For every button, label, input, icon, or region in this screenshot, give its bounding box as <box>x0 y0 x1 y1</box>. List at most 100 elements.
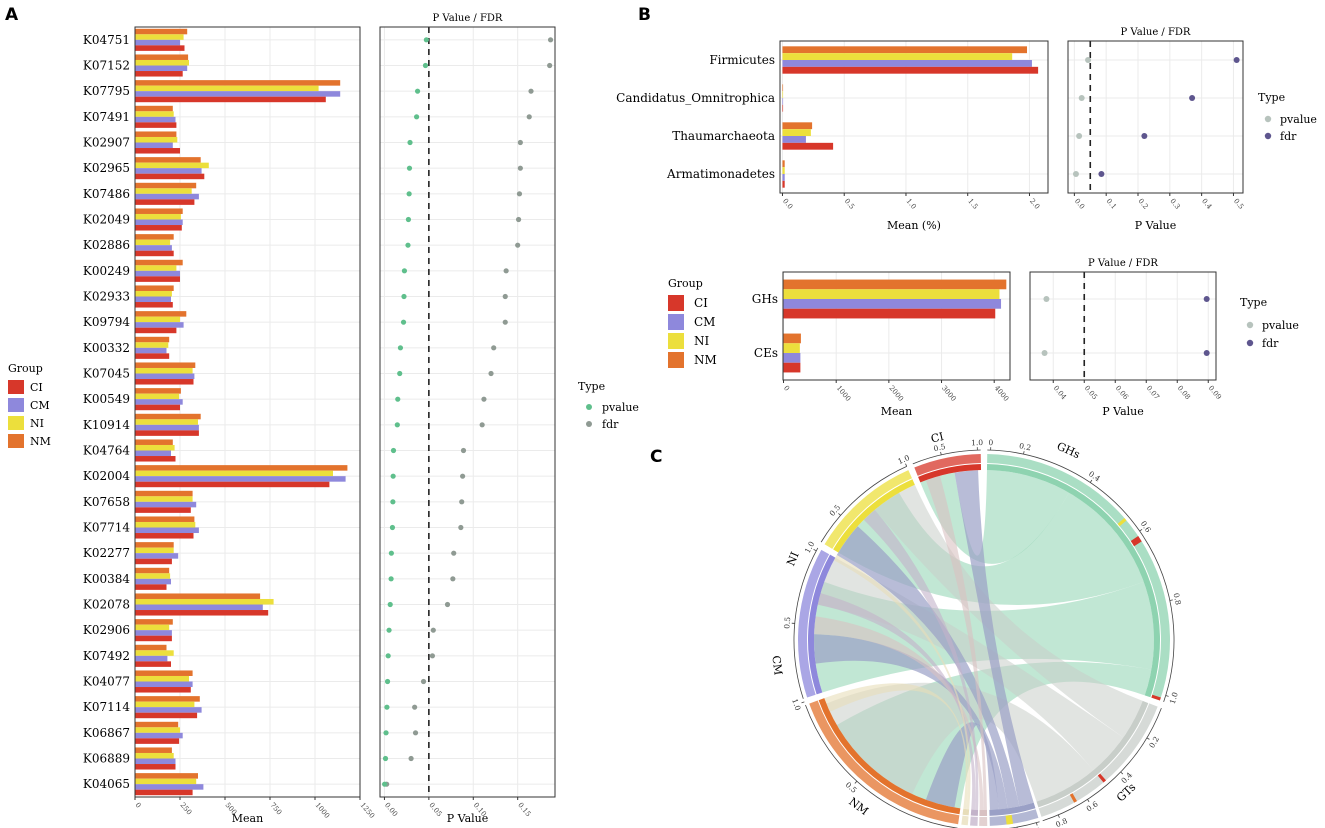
point-pvalue-k07658 <box>390 499 396 505</box>
plot-frame <box>782 271 1011 381</box>
chord-tick <box>838 513 841 516</box>
chord-diagram: GHsGTsCBMsCEsAAsPLsNMCMNICI00.20.40.60.8… <box>769 430 1183 828</box>
bar-k07795-cm <box>135 91 341 97</box>
bar-k07491-ci <box>135 122 177 128</box>
bar-k09794-ni <box>135 316 180 323</box>
chord-tick <box>1120 771 1124 775</box>
bar-k07658-ni <box>135 496 193 502</box>
chord-label-nm: NM <box>846 795 871 818</box>
bar-k02004-ci <box>135 481 330 488</box>
bar-k07114-ni <box>135 701 195 708</box>
category-label: K07714 <box>83 521 131 535</box>
panel-label-a: A <box>5 5 19 25</box>
legend-a-label-ni: NI <box>30 417 44 430</box>
bar-k02078-cm <box>135 604 263 611</box>
chord-tick-label: 1.0 <box>1168 691 1180 705</box>
chord-stripe-5 <box>1005 814 1014 825</box>
category-label: K06889 <box>83 752 130 766</box>
bar-k04065-cm <box>135 784 204 790</box>
bar-k07045-ni <box>135 367 193 374</box>
point-fdr-k04077 <box>420 678 427 685</box>
x-tick-label: 0.04 <box>1052 384 1068 402</box>
chart-title: P Value / FDR <box>1121 27 1191 38</box>
bar-k07714-nm <box>135 516 195 522</box>
bar-k04751-nm <box>135 28 188 35</box>
bar-k02965-ni <box>135 162 209 169</box>
bar-k07486-ci <box>135 199 195 205</box>
category-label: K07114 <box>83 700 131 714</box>
chord-tick-label: 0.8 <box>1172 592 1183 606</box>
chord-ribbon-gts-4 <box>874 484 1143 738</box>
x-tick-label: 0.5 <box>1232 197 1245 211</box>
bar-k02907-nm <box>135 131 177 137</box>
point-pvalue-k10914 <box>394 422 400 428</box>
charts-layer: K04751 K07152 K07795 K07491 K02907 K02965 K074… <box>83 13 1245 825</box>
bar-k02906-cm <box>135 630 172 636</box>
x-tick-label: 0.00 <box>383 801 399 818</box>
bar-k07658-cm <box>135 501 197 508</box>
chord-stripe-0 <box>1117 517 1127 527</box>
legend-type-a-label-pvalue: pvalue <box>602 401 639 414</box>
category-label: K04077 <box>83 675 130 689</box>
bar-k00332-ci <box>135 353 170 359</box>
bar-firmicutes-ni <box>782 53 1013 60</box>
bar-k02004-ni <box>135 470 333 477</box>
bar-k07486-nm <box>135 182 197 189</box>
bar-k00549-ni <box>135 393 180 400</box>
bar-k02049-cm <box>135 219 183 226</box>
point-pvalue-ces <box>1041 350 1048 356</box>
category-label: K00384 <box>83 572 131 586</box>
chord-tick <box>1139 528 1143 532</box>
bar-k06867-nm <box>135 721 179 728</box>
legend-b-label-ci: CI <box>694 296 708 310</box>
chord-inner-strip-ces <box>979 809 988 816</box>
chord-ribbon-cbms-8 <box>836 526 1020 809</box>
bar-k02277-ni <box>135 547 174 554</box>
bar-k04065-nm <box>135 773 198 779</box>
bar-armatimonadetes-ni <box>782 167 785 174</box>
x-tick-label: 4000 <box>993 384 1011 403</box>
point-pvalue-k04751 <box>423 37 429 43</box>
bar-armatimonadetes-nm <box>782 160 785 168</box>
chord-ribbon-pls-15 <box>833 555 971 810</box>
bar-k07492-ci <box>135 661 171 667</box>
legend-type-a-title: Type <box>578 380 605 393</box>
bar-k02886-ci <box>135 250 174 257</box>
bar-k09794-ci <box>135 327 177 334</box>
category-label: K10914 <box>83 418 131 432</box>
chord-inner-strip-pls <box>962 808 970 816</box>
point-fdr-k07714 <box>458 524 464 531</box>
bar-k00549-ci <box>135 404 180 411</box>
chord-tick-label: 0.8 <box>1054 816 1069 828</box>
x-tick-label: 0.05 <box>1083 384 1099 401</box>
point-fdr-k07795 <box>528 88 534 94</box>
chord-tick <box>905 463 908 467</box>
chord-tick-label: 0.5 <box>933 442 947 454</box>
point-fdr-k02078 <box>444 601 451 608</box>
category-label: K02004 <box>83 469 131 483</box>
x-axis-label: P Value <box>1102 405 1144 418</box>
bar-k02004-nm <box>135 465 348 471</box>
legend-a-swatch-nm <box>8 434 24 448</box>
bar-k07714-ci <box>135 533 194 539</box>
chord-tick <box>1057 814 1060 818</box>
category-label: K00249 <box>83 264 130 278</box>
point-pvalue-k04065 <box>382 781 388 787</box>
bar-k02965-nm <box>135 157 201 163</box>
category-label: K04751 <box>83 33 130 47</box>
point-fdr-k07045 <box>488 370 494 377</box>
bar-k07491-nm <box>135 105 173 112</box>
x-tick-label: 2000 <box>887 384 905 403</box>
plot-frame <box>1029 271 1217 381</box>
bar-k07714-ni <box>135 521 196 528</box>
chord-tick <box>1089 479 1093 483</box>
chord-tick-label: 1.0 <box>971 438 983 447</box>
bar-ghs-ni <box>783 289 1000 299</box>
bar-k07152-ci <box>135 71 183 77</box>
bar-ces-ni <box>783 343 800 353</box>
legend-type-b1-dot-fdr <box>1264 132 1272 140</box>
category-label: Candidatus_Omnitrophica <box>616 91 775 105</box>
bar-k00332-nm <box>135 336 170 343</box>
